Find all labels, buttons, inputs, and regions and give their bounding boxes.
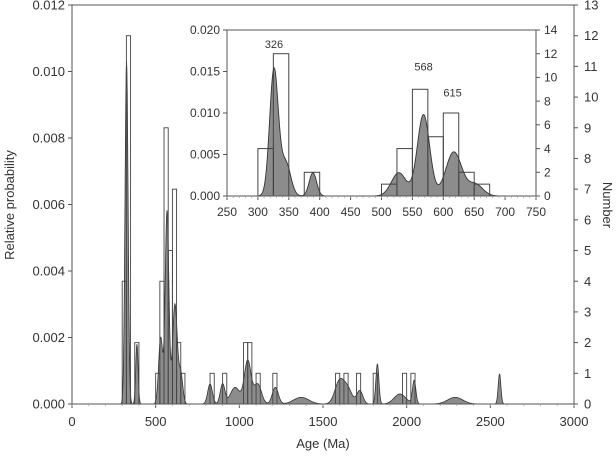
inset-y-right-tick-label: 8 <box>544 94 551 108</box>
main-y-right-tick-label: 8 <box>584 151 591 166</box>
main-y-right-tick-label: 10 <box>584 90 598 105</box>
main-y-left-tick-label: 0.002 <box>32 330 65 345</box>
main-y-left-tick-label: 0.008 <box>32 131 65 146</box>
inset-peak-label: 615 <box>443 87 461 99</box>
main-x-tick-label: 0 <box>68 414 75 429</box>
inset-y-left-tick-label: 0.005 <box>190 148 220 162</box>
inset-y-right-tick-label: 4 <box>544 142 551 156</box>
main-y-right-tick-label: 1 <box>584 366 591 381</box>
main-y-right-tick-label: 3 <box>584 304 591 319</box>
main-x-tick-label: 1500 <box>309 414 338 429</box>
main-y-right-tick-label: 0 <box>584 397 591 412</box>
inset-peak-label: 326 <box>265 39 283 51</box>
inset-x-tick-label: 500 <box>371 205 391 219</box>
main-y-right-tick-label: 9 <box>584 120 591 135</box>
main-y-right-tick-label: 12 <box>584 28 598 43</box>
main-y-right-tick-label: 2 <box>584 335 591 350</box>
inset-y-right-tick-label: 14 <box>544 23 558 37</box>
main-y-right-tick-label: 11 <box>584 59 598 74</box>
inset-y-right-tick-label: 10 <box>544 71 558 85</box>
main-x-tick-label: 2500 <box>476 414 505 429</box>
inset-x-tick-label: 300 <box>248 205 268 219</box>
main-y-right-tick-label: 4 <box>584 274 591 289</box>
inset-y-left-tick-label: 0.000 <box>190 189 220 203</box>
main-y-right-tick-label: 5 <box>584 243 591 258</box>
main-x-tick-label: 3000 <box>560 414 589 429</box>
x-axis-title: Age (Ma) <box>296 436 349 451</box>
main-x-tick-label: 500 <box>145 414 167 429</box>
inset-y-right-tick-label: 0 <box>544 189 551 203</box>
inset-x-tick-label: 400 <box>310 205 330 219</box>
main-y-left-tick-label: 0.010 <box>32 64 65 79</box>
main-y-right-tick-label: 6 <box>584 212 591 227</box>
main-x-tick-label: 1000 <box>225 414 254 429</box>
main-y-left-tick-label: 0.004 <box>32 264 65 279</box>
inset-y-left-tick-label: 0.020 <box>190 23 220 37</box>
inset-peak-label: 568 <box>414 61 432 73</box>
main-y-left-tick-label: 0.012 <box>32 0 65 13</box>
inset-x-tick-label: 750 <box>526 205 546 219</box>
inset-y-left-tick-label: 0.015 <box>190 65 220 79</box>
main-y-right-tick-label: 7 <box>584 182 591 197</box>
main-x-tick-label: 2000 <box>392 414 421 429</box>
inset-x-tick-label: 450 <box>341 205 361 219</box>
main-y-left-tick-label: 0.000 <box>32 397 65 412</box>
inset-x-tick-label: 250 <box>217 205 237 219</box>
main-y-left-tick-label: 0.006 <box>32 197 65 212</box>
inset-y-right-tick-label: 12 <box>544 47 558 61</box>
main-y-right-tick-label: 13 <box>584 0 598 13</box>
inset-y-right-tick-label: 2 <box>544 165 551 179</box>
inset-y-right-tick-label: 6 <box>544 118 551 132</box>
y-axis-left-title: Relative probability <box>2 150 17 260</box>
inset-x-tick-label: 700 <box>495 205 515 219</box>
inset-x-tick-label: 650 <box>464 205 484 219</box>
inset-x-tick-label: 350 <box>279 205 299 219</box>
inset-y-left-tick-label: 0.010 <box>190 106 220 120</box>
inset-x-tick-label: 600 <box>433 205 453 219</box>
inset-x-tick-label: 550 <box>402 205 422 219</box>
inset-plot: 250 300 350 400 450 500 550 600 650 700 750 0.000 0.… <box>190 23 558 219</box>
y-axis-right-title: Number <box>600 182 615 229</box>
